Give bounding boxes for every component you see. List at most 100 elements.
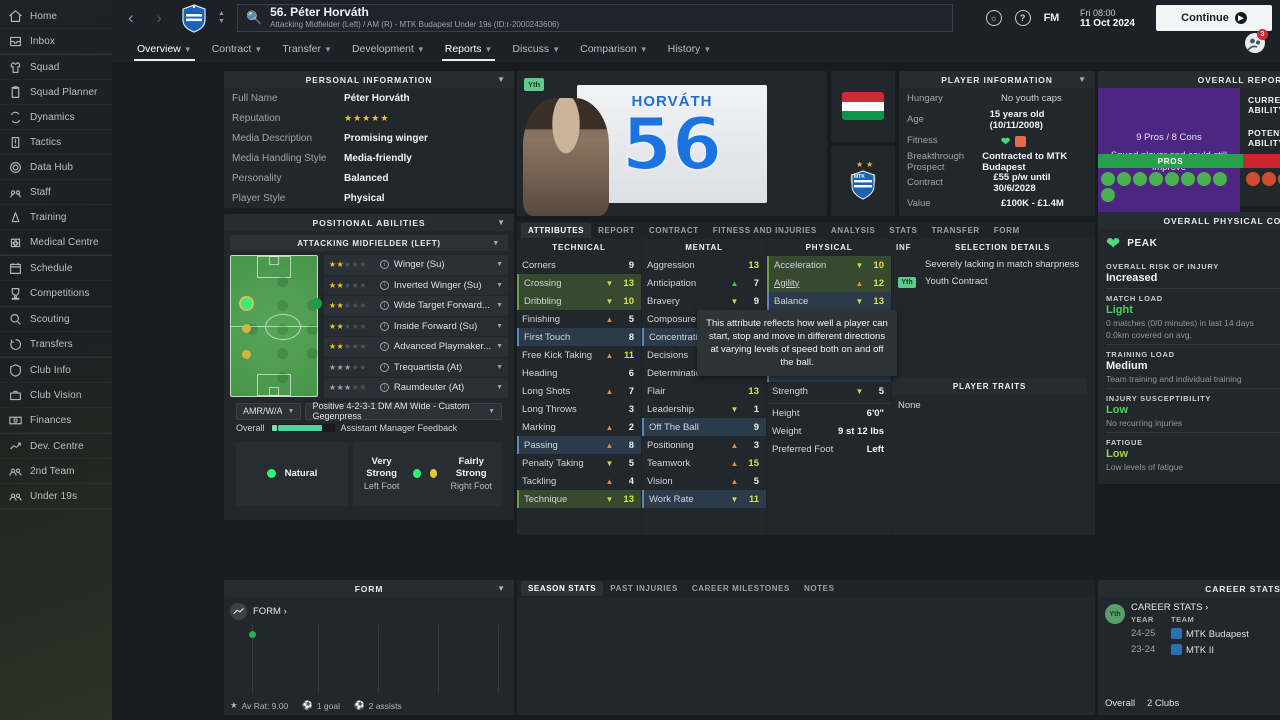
info-icon[interactable]: i (379, 280, 389, 290)
form-header[interactable]: FORM ▼ (224, 580, 514, 597)
sidebar-item-home[interactable]: Home (0, 4, 112, 29)
attribute-row[interactable]: Work Rate ▼ 11 (642, 490, 766, 508)
pro-icon-2[interactable] (1117, 172, 1131, 186)
attribute-row[interactable]: Marking ▲ 2 (517, 418, 641, 436)
sidebar-item-training[interactable]: Training (0, 205, 112, 230)
role-row[interactable]: ★★★★★ i Inside Forward (Su) ▼ (323, 316, 508, 336)
help-icon[interactable]: ? (1014, 10, 1031, 26)
pro-icon-7[interactable] (1197, 172, 1211, 186)
attribute-row[interactable]: Bravery ▼ 9 (642, 292, 766, 310)
attribute-row[interactable]: Agility ▲ 12 (767, 274, 891, 292)
tab-comparison[interactable]: Comparison ▼ (571, 38, 657, 61)
sidebar-item-finances[interactable]: Finances (0, 408, 112, 433)
info-icon[interactable]: i (379, 342, 389, 352)
attribute-row[interactable]: Tackling ▲ 4 (517, 472, 641, 490)
attribute-row[interactable]: Long Throws 3 (517, 400, 641, 418)
chevron-down-icon[interactable]: ▼ (496, 261, 503, 269)
chevron-down-icon[interactable]: ▼ (497, 584, 506, 593)
attribute-row[interactable]: Heading 6 (517, 364, 641, 382)
bottom-tab-season-stats[interactable]: SEASON STATS (521, 581, 604, 596)
position-select[interactable]: AMR/W/A ▼ (236, 402, 302, 420)
back-button[interactable]: ‹ (128, 8, 134, 27)
info-icon[interactable]: i (379, 383, 389, 393)
player-search-box[interactable]: 🔍 56. Péter Horváth Attacking Midfielder… (236, 4, 953, 32)
role-row[interactable]: ★★★★★ i Raumdeuter (At) ▼ (323, 378, 508, 398)
tab-development[interactable]: Development ▼ (343, 38, 434, 61)
bottom-tab-notes[interactable]: NOTES (804, 584, 835, 593)
chevron-down-icon[interactable]: ▼ (496, 281, 503, 289)
attributes-tab-report[interactable]: REPORT (598, 226, 636, 235)
attribute-row[interactable]: Balance ▼ 13 (767, 292, 891, 310)
sidebar-item-scouting[interactable]: Scouting (0, 307, 112, 332)
chevron-down-icon[interactable]: ▼ (492, 239, 500, 247)
lightbulb-icon[interactable]: ☼ (985, 10, 1002, 26)
tab-history[interactable]: History ▼ (659, 38, 721, 61)
tab-discuss[interactable]: Discuss ▼ (503, 38, 569, 61)
attribute-row[interactable]: Strength ▼ 5 (767, 382, 891, 400)
pro-icon-5[interactable] (1165, 172, 1179, 186)
sidebar-item-staff[interactable]: Staff (0, 180, 112, 205)
career-stats-header[interactable]: CAREER STATS ▼ (1098, 580, 1280, 597)
sidebar-item-competitions[interactable]: Competitions (0, 281, 112, 306)
sidebar-item-under-19s[interactable]: Under 19s (0, 484, 112, 509)
sidebar-item-club-info[interactable]: Club Info (0, 358, 112, 383)
sidebar-item-2nd-team[interactable]: 2nd Team (0, 459, 112, 484)
attribute-row[interactable]: First Touch 8 (517, 328, 641, 346)
attributes-tab-analysis[interactable]: ANALYSIS (830, 226, 876, 235)
info-icon[interactable]: i (379, 260, 389, 270)
chevron-down-icon[interactable]: ▼ (497, 218, 506, 227)
chevron-down-icon[interactable]: ▼ (1078, 75, 1087, 84)
tab-overview[interactable]: Overview ▼ (128, 38, 201, 61)
chevron-down-icon[interactable]: ▼ (496, 322, 503, 330)
attributes-tab-contract[interactable]: CONTRACT (649, 226, 699, 235)
attribute-row[interactable]: Free Kick Taking ▲ 11 (517, 346, 641, 364)
attributes-tab-transfer[interactable]: TRANSFER (931, 226, 980, 235)
sidebar-item-tactics[interactable]: Tactics (0, 130, 112, 155)
personal-information-header[interactable]: PERSONAL INFORMATION ▼ (224, 71, 514, 88)
attribute-row[interactable]: Acceleration ▼ 10 (767, 256, 891, 274)
attribute-row[interactable]: Aggression 13 (642, 256, 766, 274)
chevron-down-icon[interactable]: ▼ (496, 302, 503, 310)
info-icon[interactable]: i (379, 301, 389, 311)
sidebar-item-dynamics[interactable]: Dynamics (0, 105, 112, 130)
info-icon[interactable]: i (379, 362, 389, 372)
attribute-row[interactable]: Anticipation ▲ 7 (642, 274, 766, 292)
position-subheader[interactable]: ATTACKING MIDFIELDER (LEFT) ▼ (230, 235, 508, 251)
physical-condition-header[interactable]: OVERALL PHYSICAL CONDITION ▼ (1098, 212, 1280, 229)
tab-reports[interactable]: Reports ▼ (436, 38, 502, 61)
role-row[interactable]: ★★★★★ i Trequartista (At) ▼ (323, 357, 508, 377)
pro-icon-6[interactable] (1181, 172, 1195, 186)
sidebar-item-squad[interactable]: Squad (0, 55, 112, 80)
attribute-row[interactable]: Flair 13 (642, 382, 766, 400)
pro-icon-8[interactable] (1213, 172, 1227, 186)
continue-button[interactable]: Continue ▶ (1156, 5, 1272, 31)
club-crest-icon[interactable] (179, 3, 209, 33)
player-spinner[interactable]: ▲ ▼ (218, 10, 225, 25)
attribute-row[interactable]: Finishing ▲ 5 (517, 310, 641, 328)
attribute-row[interactable]: Positioning ▲ 3 (642, 436, 766, 454)
sidebar-item-medical-centre[interactable]: Medical Centre (0, 230, 112, 255)
attribute-row[interactable]: Crossing ▼ 13 (517, 274, 641, 292)
positional-abilities-header[interactable]: POSITIONAL ABILITIES ▼ (224, 214, 514, 231)
pro-icon-1[interactable] (1101, 172, 1115, 186)
pro-icon-9[interactable] (1101, 188, 1115, 202)
sidebar-item-transfers[interactable]: Transfers (0, 332, 112, 357)
chevron-down-icon[interactable]: ▼ (497, 75, 506, 84)
attribute-row[interactable]: Vision ▲ 5 (642, 472, 766, 490)
role-row[interactable]: ★★★★★ i Wide Target Forward... ▼ (323, 296, 508, 316)
attribute-row[interactable]: Off The Ball 9 (642, 418, 766, 436)
pro-icon-4[interactable] (1149, 172, 1163, 186)
form-link-row[interactable]: FORM › (230, 603, 508, 620)
chevron-down-icon[interactable]: ▼ (496, 343, 503, 351)
attribute-row[interactable]: Penalty Taking ▼ 5 (517, 454, 641, 472)
sidebar-item-data-hub[interactable]: Data Hub (0, 155, 112, 180)
info-icon[interactable]: i (379, 321, 389, 331)
con-icon-2[interactable] (1262, 172, 1276, 186)
tab-contract[interactable]: Contract ▼ (203, 38, 272, 61)
role-row[interactable]: ★★★★★ i Winger (Su) ▼ (323, 255, 508, 275)
con-icon-3[interactable] (1278, 172, 1280, 186)
pro-icon-3[interactable] (1133, 172, 1147, 186)
sidebar-item-inbox[interactable]: Inbox (0, 29, 112, 54)
